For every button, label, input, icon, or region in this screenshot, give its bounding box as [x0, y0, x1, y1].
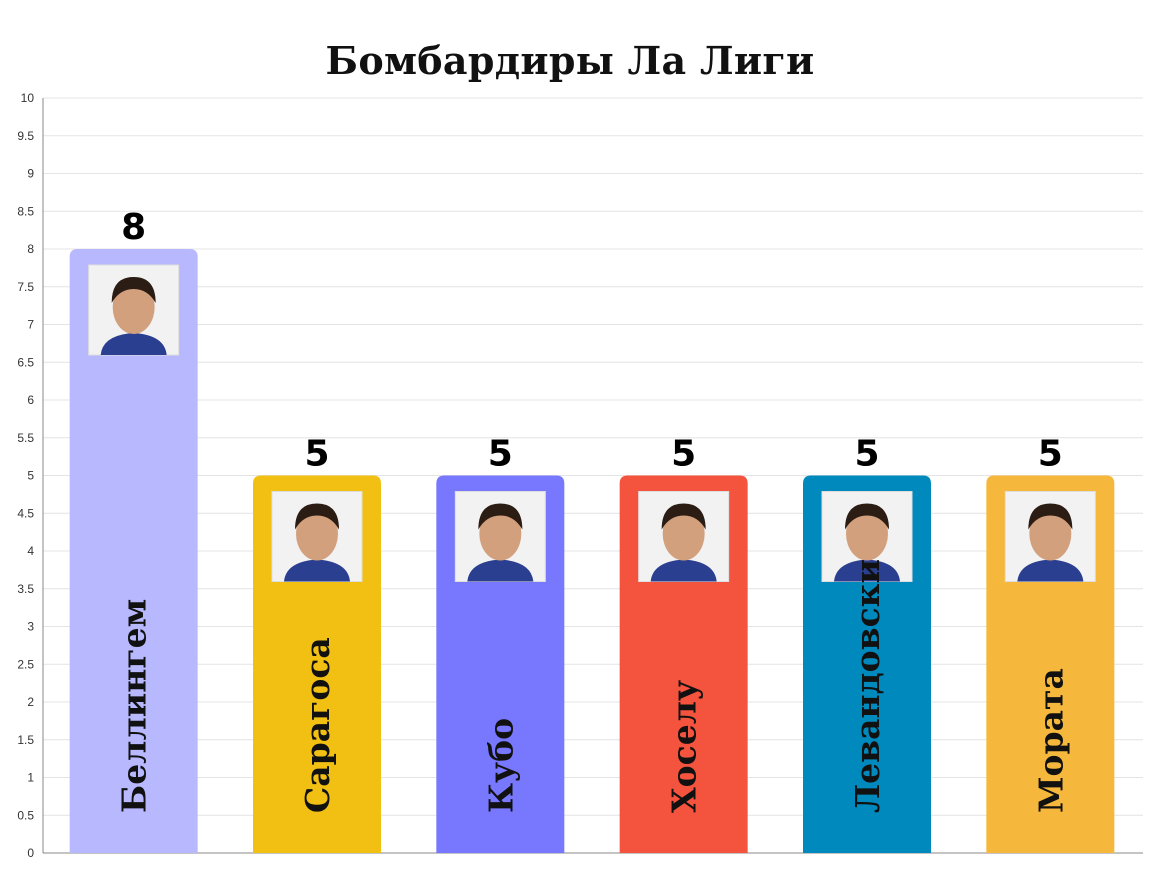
player-shirt-icon	[100, 333, 167, 355]
y-tick-label: 4	[27, 544, 34, 558]
player-hair-icon	[845, 503, 889, 530]
y-tick-label: 6	[27, 393, 34, 407]
player-shirt-icon	[650, 559, 717, 582]
y-tick-label: 5	[27, 469, 34, 483]
player-face-icon	[662, 506, 705, 561]
y-tick-label: 5.5	[17, 431, 34, 445]
player-face-icon	[112, 280, 155, 334]
player-hair-icon	[661, 503, 706, 530]
bar-category-label: Левандовски	[848, 559, 887, 813]
bar-category-label: Кубо	[481, 718, 520, 813]
y-tick-label: 3	[27, 620, 34, 634]
y-tick-label: 4.5	[17, 506, 34, 520]
value-label: 5	[854, 434, 879, 475]
player-shirt-icon	[834, 559, 900, 582]
value-label: 5	[488, 434, 513, 475]
player-shirt-icon	[467, 559, 534, 582]
player-hair-icon	[111, 277, 156, 303]
y-tick-label: 0.5	[17, 808, 34, 822]
player-hair-icon	[478, 503, 523, 530]
y-tick-label: 9	[27, 167, 34, 181]
bar-category-label: Беллингем	[115, 599, 154, 813]
y-tick-label: 2	[27, 695, 34, 709]
player-hair-icon	[1028, 503, 1073, 530]
value-label: 5	[671, 434, 696, 475]
chart-title: Бомбардиры Ла Лиги	[325, 38, 815, 83]
player-face-icon	[1029, 506, 1072, 561]
player-face-icon	[296, 506, 338, 561]
y-tick-label: 2.5	[17, 657, 34, 671]
y-tick-label: 0	[27, 846, 34, 860]
y-tick-label: 3.5	[17, 582, 34, 596]
y-tick-label: 1	[27, 771, 34, 785]
bar-category-label: Сарагоса	[298, 637, 337, 813]
y-tick-label: 7	[27, 318, 34, 332]
player-face-icon	[846, 506, 888, 561]
player-shirt-icon	[284, 559, 350, 582]
player-shirt-icon	[1017, 559, 1084, 582]
y-tick-label: 9.5	[17, 129, 34, 143]
bar-category-label: Мората	[1031, 668, 1070, 813]
y-tick-label: 7.5	[17, 280, 34, 294]
player-hair-icon	[295, 503, 339, 530]
y-tick-label: 8	[27, 242, 34, 256]
value-label: 5	[1038, 434, 1063, 475]
bar	[69, 249, 198, 853]
y-tick-label: 6.5	[17, 355, 34, 369]
value-label: 5	[304, 434, 329, 475]
value-label: 8	[121, 207, 146, 248]
y-tick-label: 1.5	[17, 733, 34, 747]
y-tick-label: 8.5	[17, 204, 34, 218]
bar-category-label: Хоселу	[665, 680, 704, 813]
y-tick-label: 10	[21, 91, 35, 105]
player-face-icon	[479, 506, 522, 561]
